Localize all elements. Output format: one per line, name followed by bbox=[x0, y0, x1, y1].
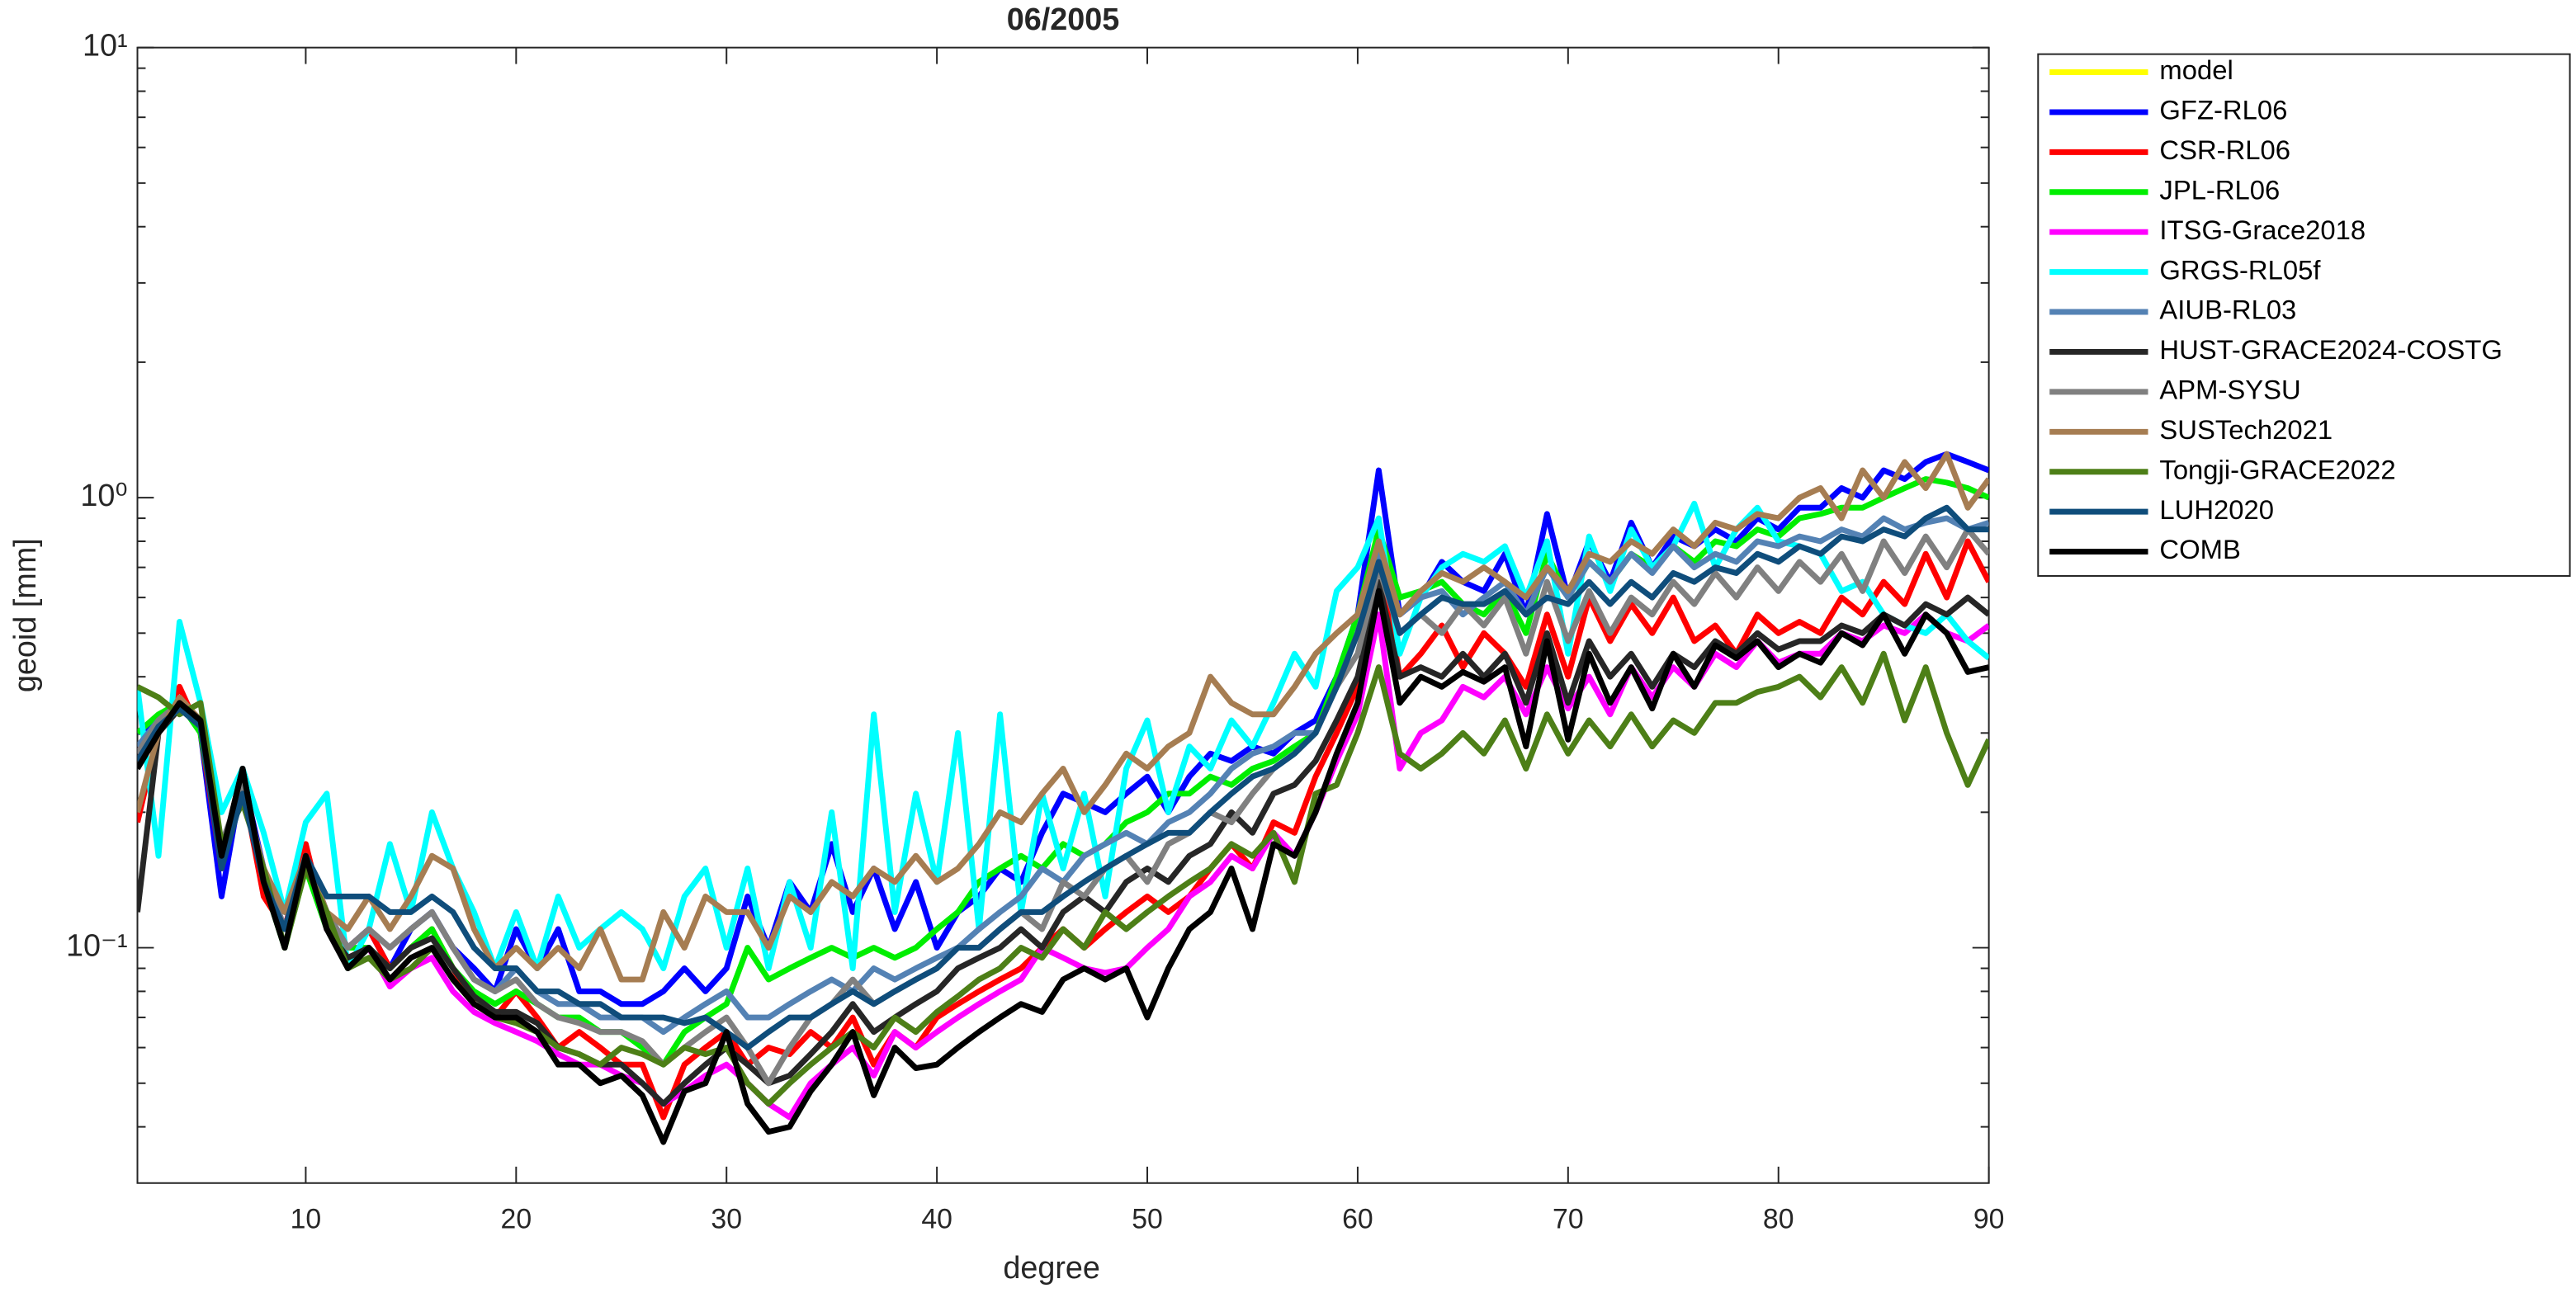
legend-label: APM-SYSU bbox=[2159, 375, 2300, 405]
y-tick-label: 10¹ bbox=[83, 29, 128, 64]
legend-label: ITSG-Grace2018 bbox=[2159, 215, 2366, 245]
x-tick-label: 60 bbox=[1342, 1203, 1373, 1234]
legend-label: CSR-RL06 bbox=[2159, 134, 2290, 165]
legend-label: SUSTech2021 bbox=[2159, 414, 2333, 445]
series-line bbox=[137, 578, 1989, 1107]
series-line bbox=[137, 588, 1989, 1145]
series-line bbox=[137, 504, 1989, 1051]
series-line bbox=[137, 451, 1989, 983]
legend-box bbox=[2037, 53, 2571, 577]
legend-label: AIUB-RL03 bbox=[2159, 295, 2296, 325]
series-line bbox=[137, 526, 1989, 1087]
x-axis-label: degree bbox=[1003, 1251, 1100, 1286]
y-tick-label: 10⁰ bbox=[80, 479, 127, 513]
x-tick-label: 50 bbox=[1132, 1203, 1163, 1234]
legend-label: GFZ-RL06 bbox=[2159, 95, 2287, 125]
x-tick-label: 90 bbox=[1973, 1203, 2005, 1234]
legend-label: COMB bbox=[2159, 534, 2240, 564]
x-tick-label: 70 bbox=[1553, 1203, 1584, 1234]
chart-title: 06/2005 bbox=[1007, 2, 1120, 37]
series-line bbox=[137, 611, 1989, 1121]
x-tick-label: 10 bbox=[291, 1203, 322, 1234]
x-tick-label: 20 bbox=[501, 1203, 532, 1234]
x-tick-label: 30 bbox=[711, 1203, 742, 1234]
legend-label: JPL-RL06 bbox=[2159, 174, 2280, 205]
x-tick-label: 40 bbox=[921, 1203, 952, 1234]
y-axis-label: geoid [mm] bbox=[8, 538, 43, 692]
y-tick-label: 10⁻¹ bbox=[66, 929, 128, 964]
legend-label: LUH2020 bbox=[2159, 494, 2274, 525]
x-tick-label: 80 bbox=[1763, 1203, 1794, 1234]
legend-label: GRGS-RL05f bbox=[2159, 254, 2321, 285]
legend-label: HUST-GRACE2024-COSTG bbox=[2159, 334, 2503, 365]
legend-label: model bbox=[2159, 54, 2233, 85]
legend-label: Tongji-GRACE2022 bbox=[2159, 454, 2395, 484]
plot-area bbox=[136, 46, 1990, 1184]
